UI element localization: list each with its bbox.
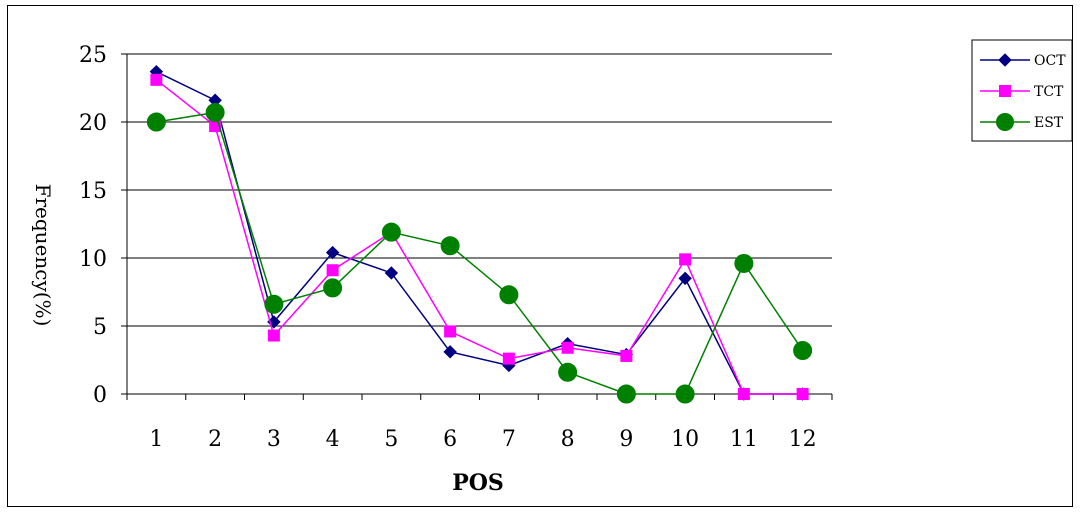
data-point-tct <box>502 352 515 365</box>
x-tick-label: 11 <box>730 427 758 452</box>
y-tick-label: 10 <box>79 247 107 272</box>
data-point-est <box>264 294 284 314</box>
legend: OCT TCT EST <box>971 39 1073 142</box>
data-point-tct <box>561 341 574 354</box>
data-point-tct <box>796 388 809 400</box>
data-point-tct <box>737 388 750 400</box>
data-point-tct <box>444 325 457 338</box>
data-point-tct <box>326 264 339 277</box>
legend-label-tct: TCT <box>1034 84 1064 100</box>
x-tick-label: 3 <box>267 427 281 452</box>
x-tick-label: 4 <box>326 427 340 452</box>
legend-marker-tct <box>999 85 1011 97</box>
x-tick-label: 6 <box>443 427 457 452</box>
legend-marker-est <box>995 112 1015 132</box>
series-line-oct <box>156 71 803 395</box>
x-tick-label: 8 <box>561 427 575 452</box>
data-point-est <box>440 236 460 256</box>
data-point-est <box>793 340 813 360</box>
y-tick-label: 20 <box>79 111 107 136</box>
data-point-est <box>499 285 519 305</box>
data-point-est <box>558 362 578 382</box>
x-axis-label: POS <box>452 470 504 496</box>
data-point-est <box>323 278 343 298</box>
data-point-est <box>616 384 636 404</box>
series-oct <box>149 64 810 401</box>
y-tick-label: 15 <box>79 179 107 204</box>
data-point-tct <box>267 329 280 342</box>
y-tick-label: 5 <box>93 315 107 340</box>
data-point-est <box>205 102 225 122</box>
data-point-oct <box>384 266 399 280</box>
y-tick-label: 0 <box>93 383 107 408</box>
series-lines <box>146 64 813 404</box>
data-point-est <box>675 384 695 404</box>
series-line-est <box>156 111 804 395</box>
series-tct <box>150 73 809 400</box>
y-axis-label: Frequency(%) <box>31 184 55 327</box>
data-point-oct <box>678 271 692 286</box>
x-tick-label: 9 <box>619 427 633 452</box>
legend-item-oct: OCT <box>980 53 1066 69</box>
data-point-oct <box>443 345 457 359</box>
series-line-tct <box>155 79 803 395</box>
x-tick-label: 2 <box>208 427 222 452</box>
x-tick-label: 5 <box>384 427 398 452</box>
data-point-est <box>381 222 401 242</box>
legend-item-tct: TCT <box>980 84 1064 100</box>
legend-item-est: EST <box>980 112 1064 132</box>
data-point-est <box>146 112 166 132</box>
legend-label-est: EST <box>1034 115 1064 131</box>
x-tick-label: 7 <box>502 427 516 452</box>
data-point-tct <box>620 349 633 362</box>
data-point-est <box>734 253 754 273</box>
legend-label-oct: OCT <box>1034 53 1066 69</box>
x-tick-label: 12 <box>789 427 817 452</box>
x-tick-label: 1 <box>149 427 163 452</box>
chart-frame <box>7 5 1073 507</box>
series-est <box>146 102 813 404</box>
x-tick-label: 10 <box>671 427 699 452</box>
data-point-tct <box>150 73 163 86</box>
y-tick-label: 25 <box>79 43 107 68</box>
data-point-oct <box>325 245 340 260</box>
data-point-tct <box>679 253 692 266</box>
legend-marker-oct <box>998 53 1012 67</box>
